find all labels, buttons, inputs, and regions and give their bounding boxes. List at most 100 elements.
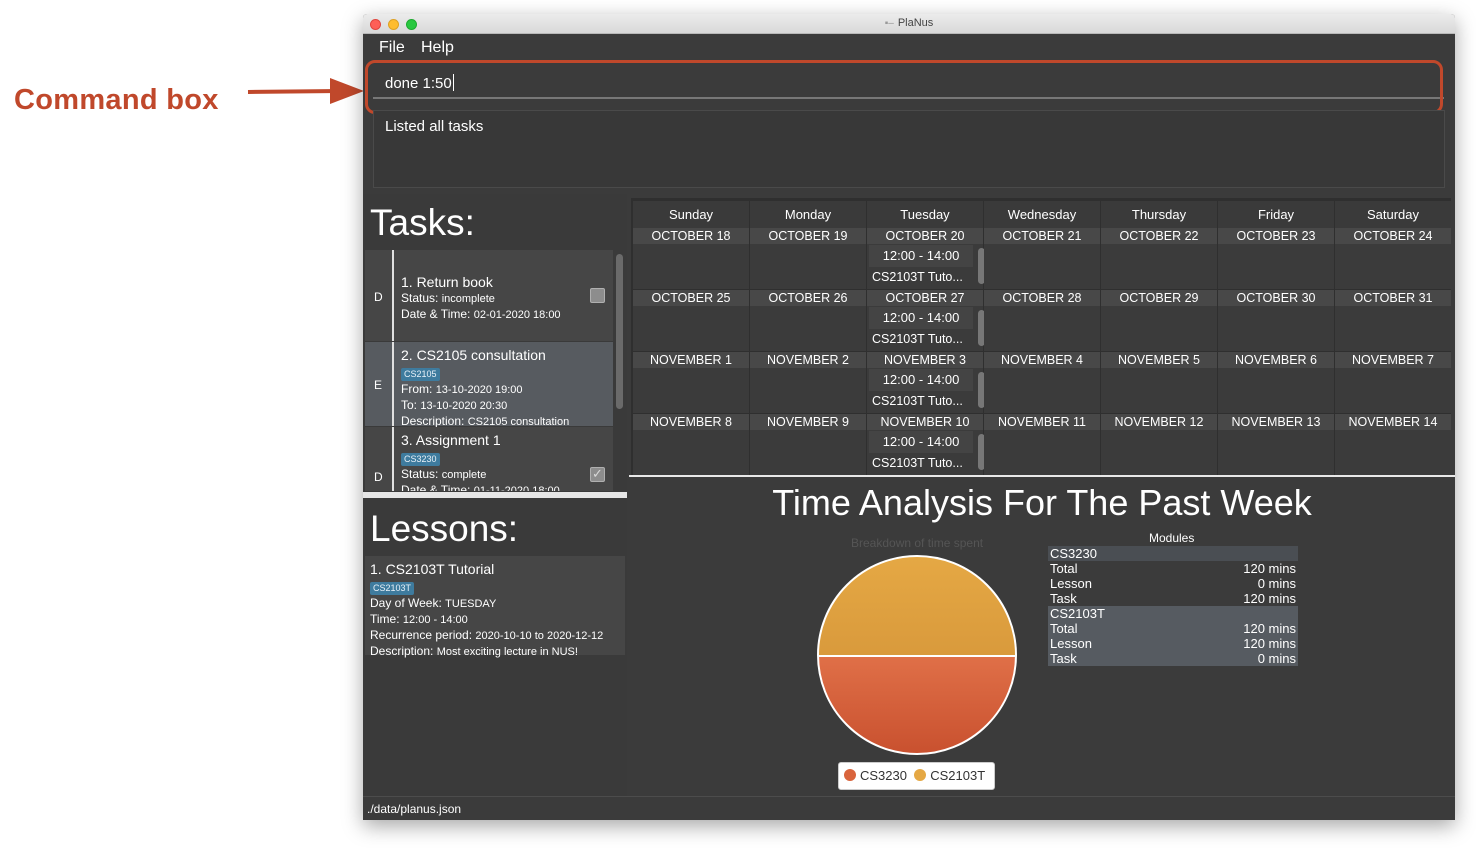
calendar-date[interactable]: NOVEMBER 1 xyxy=(633,352,749,368)
task-divider xyxy=(392,427,394,491)
event-list-scrollbar[interactable] xyxy=(978,372,985,408)
calendar-date[interactable]: NOVEMBER 13 xyxy=(1218,414,1334,430)
stat-value: 0 mins xyxy=(1257,651,1296,666)
task-list-scrollbar[interactable] xyxy=(616,254,623,409)
calendar-day-cell[interactable] xyxy=(1335,430,1451,475)
calendar-day-cell[interactable] xyxy=(1218,244,1334,289)
zoom-window-icon[interactable] xyxy=(406,19,417,30)
calendar-date[interactable]: OCTOBER 20 xyxy=(867,228,983,244)
task-status-value: incomplete xyxy=(441,293,495,305)
calendar-date[interactable]: NOVEMBER 2 xyxy=(750,352,866,368)
task-list[interactable]: D 1. Return book Status: incomplete Date… xyxy=(365,250,623,491)
lesson-time: Time: 12:00 - 14:00 xyxy=(370,612,620,628)
calendar-day-cell[interactable] xyxy=(984,368,1100,413)
calendar-day-cell[interactable] xyxy=(1335,244,1451,289)
event-title[interactable]: CS2103T Tuto... xyxy=(872,332,963,346)
command-input[interactable]: done 1:50 xyxy=(373,66,1444,99)
calendar-day-cell[interactable] xyxy=(1335,306,1451,351)
calendar-date[interactable]: OCTOBER 22 xyxy=(1101,228,1217,244)
event-time[interactable]: 12:00 - 14:00 xyxy=(869,431,973,453)
calendar-date[interactable]: NOVEMBER 11 xyxy=(984,414,1100,430)
menu-file[interactable]: File xyxy=(379,39,405,56)
calendar-date[interactable]: OCTOBER 23 xyxy=(1218,228,1334,244)
calendar-day-cell[interactable] xyxy=(1101,244,1217,289)
calendar-date[interactable]: NOVEMBER 6 xyxy=(1218,352,1334,368)
calendar-day-cell[interactable] xyxy=(633,306,749,351)
calendar-day-cell[interactable] xyxy=(1218,430,1334,475)
calendar-day-cell[interactable] xyxy=(1101,306,1217,351)
panel-split-divider[interactable] xyxy=(363,492,627,498)
event-time[interactable]: 12:00 - 14:00 xyxy=(869,245,973,267)
calendar-day-cell[interactable] xyxy=(1335,368,1451,413)
task-divider xyxy=(392,342,394,426)
calendar-day-cell[interactable] xyxy=(633,244,749,289)
task-card[interactable]: D 3. Assignment 1 CS3230 Status: complet… xyxy=(365,427,613,491)
calendar-date[interactable]: OCTOBER 26 xyxy=(750,290,866,306)
command-box-highlight xyxy=(365,60,1443,114)
modules-title: Modules xyxy=(1149,531,1195,545)
calendar-day-cell[interactable] xyxy=(750,430,866,475)
task-datetime-key: Date & Time: xyxy=(401,307,471,321)
calendar-date[interactable]: OCTOBER 25 xyxy=(633,290,749,306)
calendar-date[interactable]: NOVEMBER 4 xyxy=(984,352,1100,368)
calendar-day-cell[interactable] xyxy=(984,244,1100,289)
event-list-scrollbar[interactable] xyxy=(978,248,985,284)
calendar-date[interactable]: OCTOBER 27 xyxy=(867,290,983,306)
time-analysis-panel: Time Analysis For The Past Week Breakdow… xyxy=(629,477,1455,796)
calendar-date[interactable]: OCTOBER 28 xyxy=(984,290,1100,306)
module-name-row: CS3230 xyxy=(1048,546,1298,561)
task-done-checkbox[interactable] xyxy=(590,466,605,482)
calendar-day-cell[interactable] xyxy=(984,306,1100,351)
event-list-scrollbar[interactable] xyxy=(978,434,985,470)
calendar-date[interactable]: OCTOBER 30 xyxy=(1218,290,1334,306)
event-title[interactable]: CS2103T Tuto... xyxy=(872,270,963,284)
event-time[interactable]: 12:00 - 14:00 xyxy=(869,369,973,391)
task-to-value: 13-10-2020 20:30 xyxy=(420,400,508,412)
calendar-date[interactable]: OCTOBER 24 xyxy=(1335,228,1451,244)
menu-help[interactable]: Help xyxy=(421,39,454,56)
calendar-date[interactable]: NOVEMBER 12 xyxy=(1101,414,1217,430)
annotation-arrow-icon xyxy=(247,78,364,104)
lesson-card[interactable]: 1. CS2103T Tutorial CS2103T Day of Week:… xyxy=(365,556,625,658)
calendar-date[interactable]: NOVEMBER 9 xyxy=(750,414,866,430)
calendar-date[interactable]: NOVEMBER 14 xyxy=(1335,414,1451,430)
calendar-date[interactable]: OCTOBER 21 xyxy=(984,228,1100,244)
calendar-date[interactable]: OCTOBER 18 xyxy=(633,228,749,244)
calendar-day-cell[interactable] xyxy=(633,430,749,475)
event-time[interactable]: 12:00 - 14:00 xyxy=(869,307,973,329)
calendar-date[interactable]: NOVEMBER 8 xyxy=(633,414,749,430)
task-card[interactable]: E 2. CS2105 consultation CS2105 From: 13… xyxy=(365,342,613,428)
stat-value: 120 mins xyxy=(1243,621,1296,636)
calendar-date[interactable]: NOVEMBER 3 xyxy=(867,352,983,368)
calendar-date[interactable]: NOVEMBER 7 xyxy=(1335,352,1451,368)
task-status: Status: complete xyxy=(401,467,589,483)
calendar-day-cell[interactable] xyxy=(1101,430,1217,475)
close-window-icon[interactable] xyxy=(370,19,381,30)
calendar-day-cell[interactable] xyxy=(750,244,866,289)
task-to-key: To: xyxy=(401,398,418,412)
event-list-scrollbar[interactable] xyxy=(978,310,985,346)
calendar-day-cell[interactable] xyxy=(750,306,866,351)
task-card[interactable]: D 1. Return book Status: incomplete Date… xyxy=(365,250,613,341)
calendar-date[interactable]: NOVEMBER 5 xyxy=(1101,352,1217,368)
lesson-description-key: Description: xyxy=(370,644,434,658)
calendar-day-cell[interactable] xyxy=(1101,368,1217,413)
lesson-recurrence-value: 2020-10-10 to 2020-12-12 xyxy=(475,630,604,642)
event-title[interactable]: CS2103T Tuto... xyxy=(872,394,963,408)
task-done-checkbox[interactable] xyxy=(590,288,605,303)
event-title[interactable]: CS2103T Tuto... xyxy=(872,456,963,470)
calendar-day-cell[interactable] xyxy=(1218,306,1334,351)
window-title: ▪– PlaNus xyxy=(884,17,934,29)
calendar-date[interactable]: OCTOBER 31 xyxy=(1335,290,1451,306)
calendar-date[interactable]: NOVEMBER 10 xyxy=(867,414,983,430)
calendar-day-cell[interactable] xyxy=(984,430,1100,475)
minimize-window-icon[interactable] xyxy=(388,19,399,30)
calendar-date[interactable]: OCTOBER 19 xyxy=(750,228,866,244)
calendar-date[interactable]: OCTOBER 29 xyxy=(1101,290,1217,306)
calendar-day-cell[interactable] xyxy=(1218,368,1334,413)
calendar-day-cell[interactable] xyxy=(750,368,866,413)
calendar-day-cell[interactable] xyxy=(633,368,749,413)
legend-label-cs2103t: CS2103T xyxy=(930,768,986,783)
lessons-title: Lessons: xyxy=(370,508,519,549)
task-description: Description: CS2105 consultation xyxy=(401,414,589,430)
